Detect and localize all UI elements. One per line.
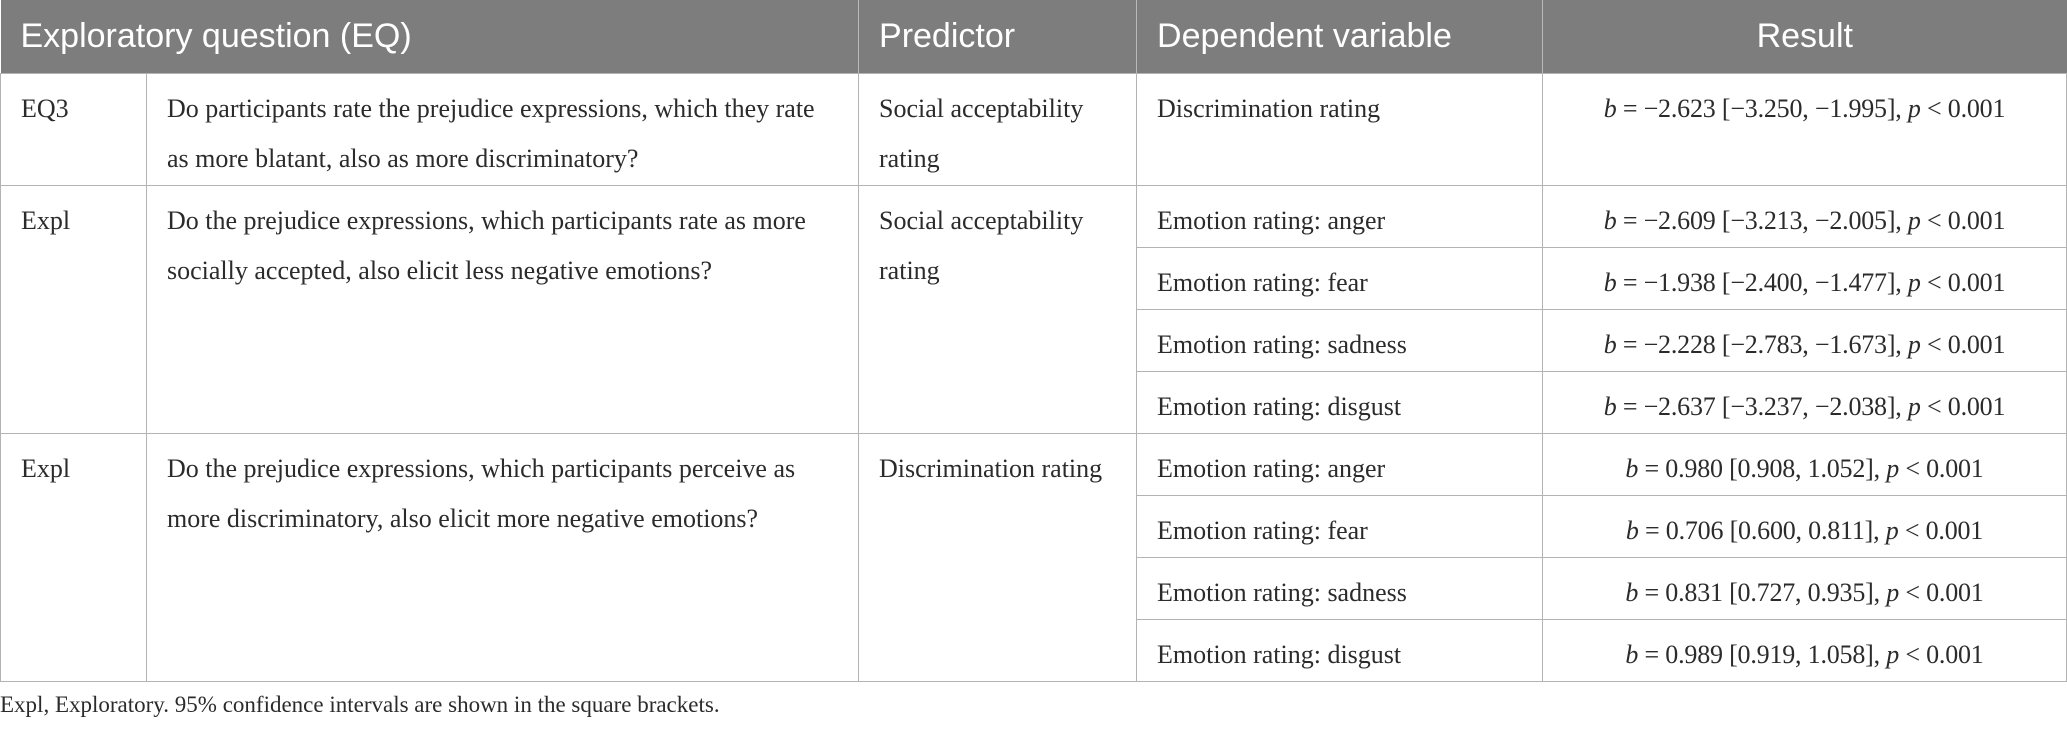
predictor-cell: Social acceptability rating xyxy=(858,72,1138,186)
table-footnote: Expl, Exploratory. 95% confidence interv… xyxy=(0,692,720,717)
result-p-value: < 0.001 xyxy=(1899,577,1984,607)
result-estimate: = −2.637 [−3.237, −2.038], xyxy=(1616,391,1908,421)
result-p-value: < 0.001 xyxy=(1899,639,1984,669)
dependent-variable-cell: Emotion rating: sadness xyxy=(1136,308,1544,372)
stat-b-label: b xyxy=(1603,391,1617,421)
result-cell: b = −2.623 [−3.250, −1.995], p < 0.001 xyxy=(1542,72,2067,186)
result-estimate: = 0.831 [0.727, 0.935], xyxy=(1638,577,1887,607)
table-row: Expl Do the prejudice expressions, which… xyxy=(0,184,2067,434)
question-id-cell: Expl xyxy=(0,184,147,434)
header-row: Exploratory question (EQ) Predictor Depe… xyxy=(0,0,2067,73)
stat-b-label: b xyxy=(1603,205,1617,235)
stat-b-label: b xyxy=(1603,93,1617,123)
stat-b-label: b xyxy=(1625,453,1639,483)
table-row: Emotion rating: fear b = −1.938 [−2.400,… xyxy=(1,246,2067,310)
result-p-value: < 0.001 xyxy=(1920,93,2006,123)
result-cell: b = 0.980 [0.908, 1.052], p < 0.001 xyxy=(1542,432,2067,496)
stat-p-label: p xyxy=(1907,329,1921,359)
table-row: Emotion rating: disgust b = −2.637 [−3.2… xyxy=(1,370,2067,434)
stat-p-label: p xyxy=(1907,93,1921,123)
question-text-cell: Do the prejudice expressions, which part… xyxy=(145,184,860,434)
result-estimate: = −2.228 [−2.783, −1.673], xyxy=(1616,329,1908,359)
dependent-variable-cell: Emotion rating: anger xyxy=(1136,432,1544,496)
dependent-variable-cell: Emotion rating: disgust xyxy=(1136,370,1544,434)
result-estimate: = −2.609 [−3.213, −2.005], xyxy=(1616,205,1908,235)
header-result: Result xyxy=(1542,0,2067,73)
table-row: Emotion rating: sadness b = 0.831 [0.727… xyxy=(1,556,2067,620)
result-cell: b = −2.228 [−2.783, −1.673], p < 0.001 xyxy=(1542,308,2067,372)
stat-p-label: p xyxy=(1907,205,1921,235)
dependent-variable-cell: Emotion rating: disgust xyxy=(1136,618,1544,682)
table-header: Exploratory question (EQ) Predictor Depe… xyxy=(0,0,2067,73)
result-estimate: = 0.980 [0.908, 1.052], xyxy=(1638,453,1887,483)
header-predictor: Predictor xyxy=(858,0,1138,73)
dependent-variable-cell: Emotion rating: fear xyxy=(1136,494,1544,558)
stat-b-label: b xyxy=(1625,515,1639,545)
result-cell: b = −1.938 [−2.400, −1.477], p < 0.001 xyxy=(1542,246,2067,310)
stat-p-label: p xyxy=(1886,453,1900,483)
result-cell: b = −2.637 [−3.237, −2.038], p < 0.001 xyxy=(1542,370,2067,434)
question-id-cell: EQ3 xyxy=(0,72,147,186)
result-cell: b = 0.831 [0.727, 0.935], p < 0.001 xyxy=(1542,556,2067,620)
result-p-value: < 0.001 xyxy=(1920,205,2006,235)
table-row: Emotion rating: disgust b = 0.989 [0.919… xyxy=(1,618,2067,682)
result-p-value: < 0.001 xyxy=(1920,267,2006,297)
result-p-value: < 0.001 xyxy=(1898,515,1984,545)
result-p-value: < 0.001 xyxy=(1899,453,1984,483)
result-p-value: < 0.001 xyxy=(1920,329,2006,359)
table-row: Emotion rating: sadness b = −2.228 [−2.7… xyxy=(1,308,2067,372)
predictor-cell: Social acceptability rating xyxy=(858,184,1138,434)
table-body: EQ3 Do participants rate the prejudice e… xyxy=(0,72,2067,682)
predictor-cell: Discrimination rating xyxy=(858,432,1138,682)
table-row: Emotion rating: fear b = 0.706 [0.600, 0… xyxy=(1,494,2067,558)
stat-b-label: b xyxy=(1625,577,1639,607)
dependent-variable-cell: Emotion rating: sadness xyxy=(1136,556,1544,620)
stat-p-label: p xyxy=(1907,391,1921,421)
dependent-variable-cell: Emotion rating: fear xyxy=(1136,246,1544,310)
stat-p-label: p xyxy=(1886,639,1900,669)
header-exploratory-question: Exploratory question (EQ) xyxy=(0,0,860,73)
dependent-variable-cell: Discrimination rating xyxy=(1136,72,1544,186)
result-p-value: < 0.001 xyxy=(1920,391,2006,421)
result-cell: b = 0.706 [0.600, 0.811], p < 0.001 xyxy=(1542,494,2067,558)
question-id-cell: Expl xyxy=(0,432,147,682)
result-cell: b = 0.989 [0.919, 1.058], p < 0.001 xyxy=(1542,618,2067,682)
stat-b-label: b xyxy=(1625,639,1639,669)
stat-b-label: b xyxy=(1603,267,1617,297)
results-table: Exploratory question (EQ) Predictor Depe… xyxy=(0,0,2067,682)
question-text-cell: Do the prejudice expressions, which part… xyxy=(145,432,860,682)
stat-b-label: b xyxy=(1603,329,1617,359)
dependent-variable-cell: Emotion rating: anger xyxy=(1136,184,1544,248)
result-estimate: = 0.706 [0.600, 0.811], xyxy=(1638,515,1886,545)
stat-p-label: p xyxy=(1886,577,1900,607)
result-estimate: = −2.623 [−3.250, −1.995], xyxy=(1616,93,1908,123)
stat-p-label: p xyxy=(1907,267,1921,297)
header-dependent-variable: Dependent variable xyxy=(1136,0,1544,73)
result-cell: b = −2.609 [−3.213, −2.005], p < 0.001 xyxy=(1542,184,2067,248)
table-row: Expl Do the prejudice expressions, which… xyxy=(0,432,2067,682)
result-estimate: = 0.989 [0.919, 1.058], xyxy=(1638,639,1887,669)
question-text-cell: Do participants rate the prejudice expre… xyxy=(145,72,860,186)
table-row: EQ3 Do participants rate the prejudice e… xyxy=(0,72,2067,186)
stat-p-label: p xyxy=(1885,515,1899,545)
result-estimate: = −1.938 [−2.400, −1.477], xyxy=(1616,267,1908,297)
